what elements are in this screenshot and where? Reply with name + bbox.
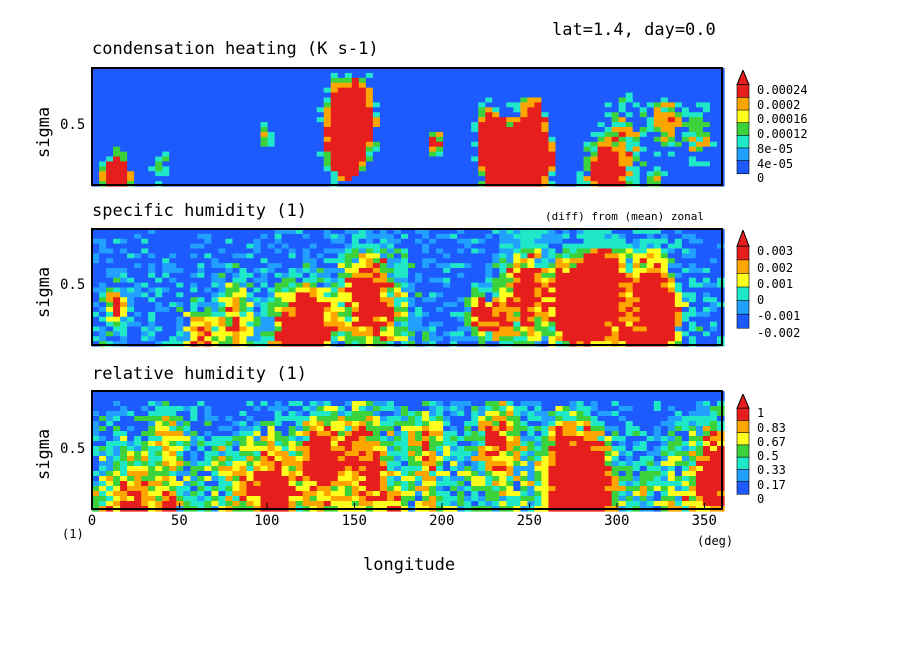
colorbar-label: 0.17 (757, 477, 786, 492)
panel-2-note: (diff) from (mean) zonal (545, 210, 704, 223)
panel-1-ylabel: sigma (34, 106, 54, 158)
colorbar-segment (736, 97, 750, 111)
colorbar-segment (736, 135, 750, 149)
panel-3-title: relative humidity (1) (92, 364, 307, 384)
colorbar-label: 0 (757, 171, 765, 186)
panel-1-plot (91, 67, 725, 187)
x-tick-label: 100 (254, 513, 280, 529)
x-axis-label: longitude (363, 555, 456, 575)
x-unit-right: (deg) (697, 534, 734, 548)
colorbar-segment (736, 456, 750, 471)
colorbar-segment (736, 286, 750, 302)
panel-2-ytick: 0.5 (60, 277, 86, 293)
colorbar-label: 0.5 (757, 449, 779, 463)
panel-3-ytick: 0.5 (60, 441, 86, 457)
colorbar-label: 0.33 (757, 463, 786, 478)
colorbar-segment (736, 160, 750, 175)
colorbar-segment (736, 444, 750, 458)
colorbar-segment (736, 259, 750, 275)
x-tick-label: 50 (170, 513, 188, 529)
panel-3-field (92, 391, 725, 512)
colorbar-label: 0 (757, 491, 765, 506)
panel-2-plot (91, 228, 725, 347)
colorbar-segment (736, 313, 750, 329)
panel-2-ylabel: sigma (34, 266, 54, 318)
colorbar-label: 0.00012 (757, 127, 808, 141)
panel-1-colorbar (736, 70, 750, 175)
colorbar-segment (736, 147, 750, 162)
colorbar-segment (736, 245, 750, 261)
colorbar-label: 0.0002 (757, 97, 801, 112)
colorbar-label: 8e-05 (757, 141, 794, 156)
colorbar-segment (736, 109, 750, 124)
colorbar-segment (736, 407, 750, 422)
colorbar-segment (736, 122, 750, 137)
colorbar-label: 0.83 (757, 420, 786, 435)
panel-2-field (92, 229, 725, 347)
colorbar-segment (736, 84, 750, 99)
x-unit-left: (1) (62, 527, 84, 541)
x-tick-label: 350 (691, 513, 717, 529)
colorbar-triangle-top (736, 394, 750, 409)
panel-2-title: specific humidity (1) (92, 201, 307, 221)
colorbar-label: 1 (757, 406, 765, 421)
colorbar-label: 0.00024 (757, 82, 808, 97)
x-tick-label: 250 (516, 513, 542, 529)
colorbar-segment (736, 432, 750, 446)
colorbar-label: 0.67 (757, 434, 786, 449)
colorbar-segment (736, 300, 750, 315)
colorbar-label: 0.001 (757, 276, 794, 291)
colorbar-label: 0.003 (757, 244, 794, 259)
colorbar-label: -0.001 (757, 309, 801, 324)
colorbar-segment (736, 273, 750, 288)
colorbar-label: 4e-05 (757, 156, 794, 171)
colorbar-segment (736, 481, 750, 495)
colorbar-label: 0 (757, 293, 765, 308)
panel-1-field (92, 68, 725, 187)
colorbar-segment (736, 420, 750, 434)
panel-1-ytick: 0.5 (60, 117, 86, 133)
panel-3-frame (91, 390, 723, 510)
colorbar-label: -0.002 (757, 325, 801, 340)
x-tick-marks (91, 503, 705, 509)
panel-3-colorbar (736, 394, 750, 495)
panel-1-frame (91, 67, 723, 186)
colorbar-triangle-top (736, 230, 750, 247)
x-tick-label: 200 (429, 513, 455, 529)
panel-1-title: condensation heating (K s-1) (92, 39, 379, 59)
panel-3-ylabel: sigma (34, 428, 54, 480)
colorbar-triangle-top (736, 70, 750, 86)
panel-2-colorbar (736, 230, 750, 329)
x-tick-label: 300 (604, 513, 630, 529)
colorbar-segment (736, 469, 750, 483)
x-tick-label: 150 (341, 513, 367, 529)
x-tick-label: 0 (87, 513, 97, 529)
panel-3-plot (91, 390, 725, 512)
panel-2-frame (91, 228, 723, 346)
header-text: lat=1.4, day=0.0 (552, 20, 716, 40)
colorbar-label: 0.002 (757, 260, 794, 275)
colorbar-label: 0.00016 (757, 112, 808, 127)
